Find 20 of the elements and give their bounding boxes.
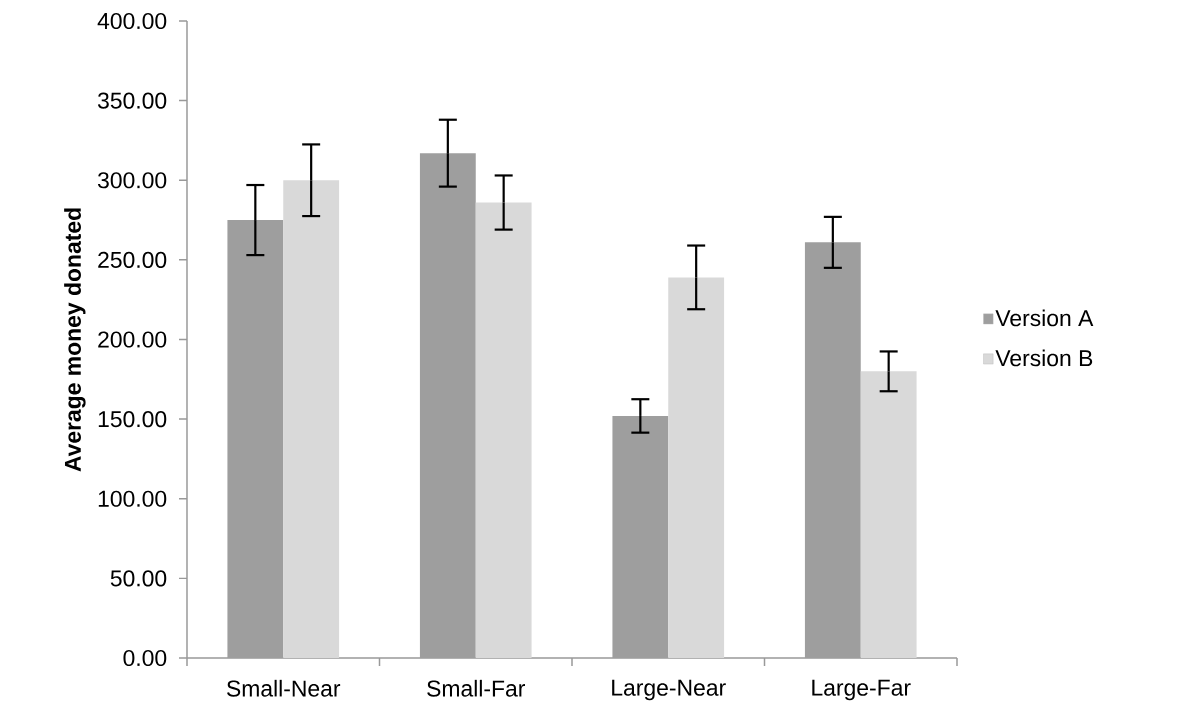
- x-tick-label: Small-Far: [427, 679, 526, 697]
- y-tick-label: 250.00: [98, 251, 167, 268]
- y-axis-title: Average money donated: [64, 208, 86, 472]
- y-tick-label: 50.00: [110, 570, 167, 587]
- y-tick-label: 100.00: [98, 490, 167, 507]
- legend-label: Version A: [995, 309, 1094, 327]
- y-tick-label: 0.00: [123, 649, 167, 667]
- y-tick-label: 350.00: [97, 92, 167, 109]
- bar: [475, 202, 532, 658]
- bar: [283, 180, 340, 658]
- x-tick-label: Large-Far: [812, 679, 911, 701]
- bar: [668, 277, 725, 658]
- y-tick-label: 400.00: [97, 12, 167, 30]
- y-tick-label: 200.00: [98, 331, 167, 348]
- y-tick-label: 300.00: [97, 172, 167, 189]
- bar: [860, 371, 917, 658]
- legend-label: Version B: [995, 349, 1093, 367]
- y-tick-label: 150.00: [98, 411, 167, 428]
- x-tick-label: Small-Near: [227, 679, 341, 697]
- x-tick-label: Large-Near: [612, 679, 726, 701]
